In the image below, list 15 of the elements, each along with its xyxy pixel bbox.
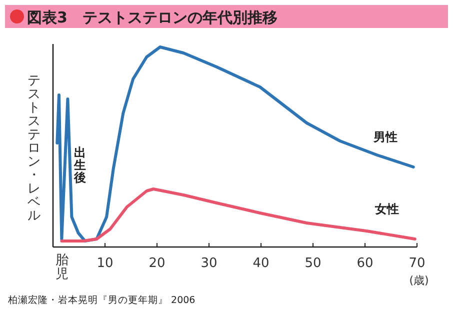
text: 柏瀬宏隆・岩本晃明『男の更年期』 2006 xyxy=(7,294,196,306)
series-label: 男性 xyxy=(372,130,398,144)
x-tick-label: 20 xyxy=(148,256,166,271)
annotation: 出生後 xyxy=(73,146,86,184)
x-axis-title: (歳) xyxy=(409,274,429,287)
x-tick-label: 胎児 xyxy=(55,253,68,282)
x-tick-label: 10 xyxy=(96,256,114,271)
x-tick-label: 50 xyxy=(304,256,322,271)
series-label: 女性 xyxy=(374,202,399,216)
x-tick-label: 30 xyxy=(200,256,218,271)
x-tick-label: 40 xyxy=(252,256,270,271)
x-tick-label: 60 xyxy=(356,256,374,271)
text: テストステロン・レベル xyxy=(28,74,40,224)
x-tick-label: 70 xyxy=(408,256,426,271)
chart-title: 図表3 テストステロンの年代別推移 xyxy=(27,8,278,26)
